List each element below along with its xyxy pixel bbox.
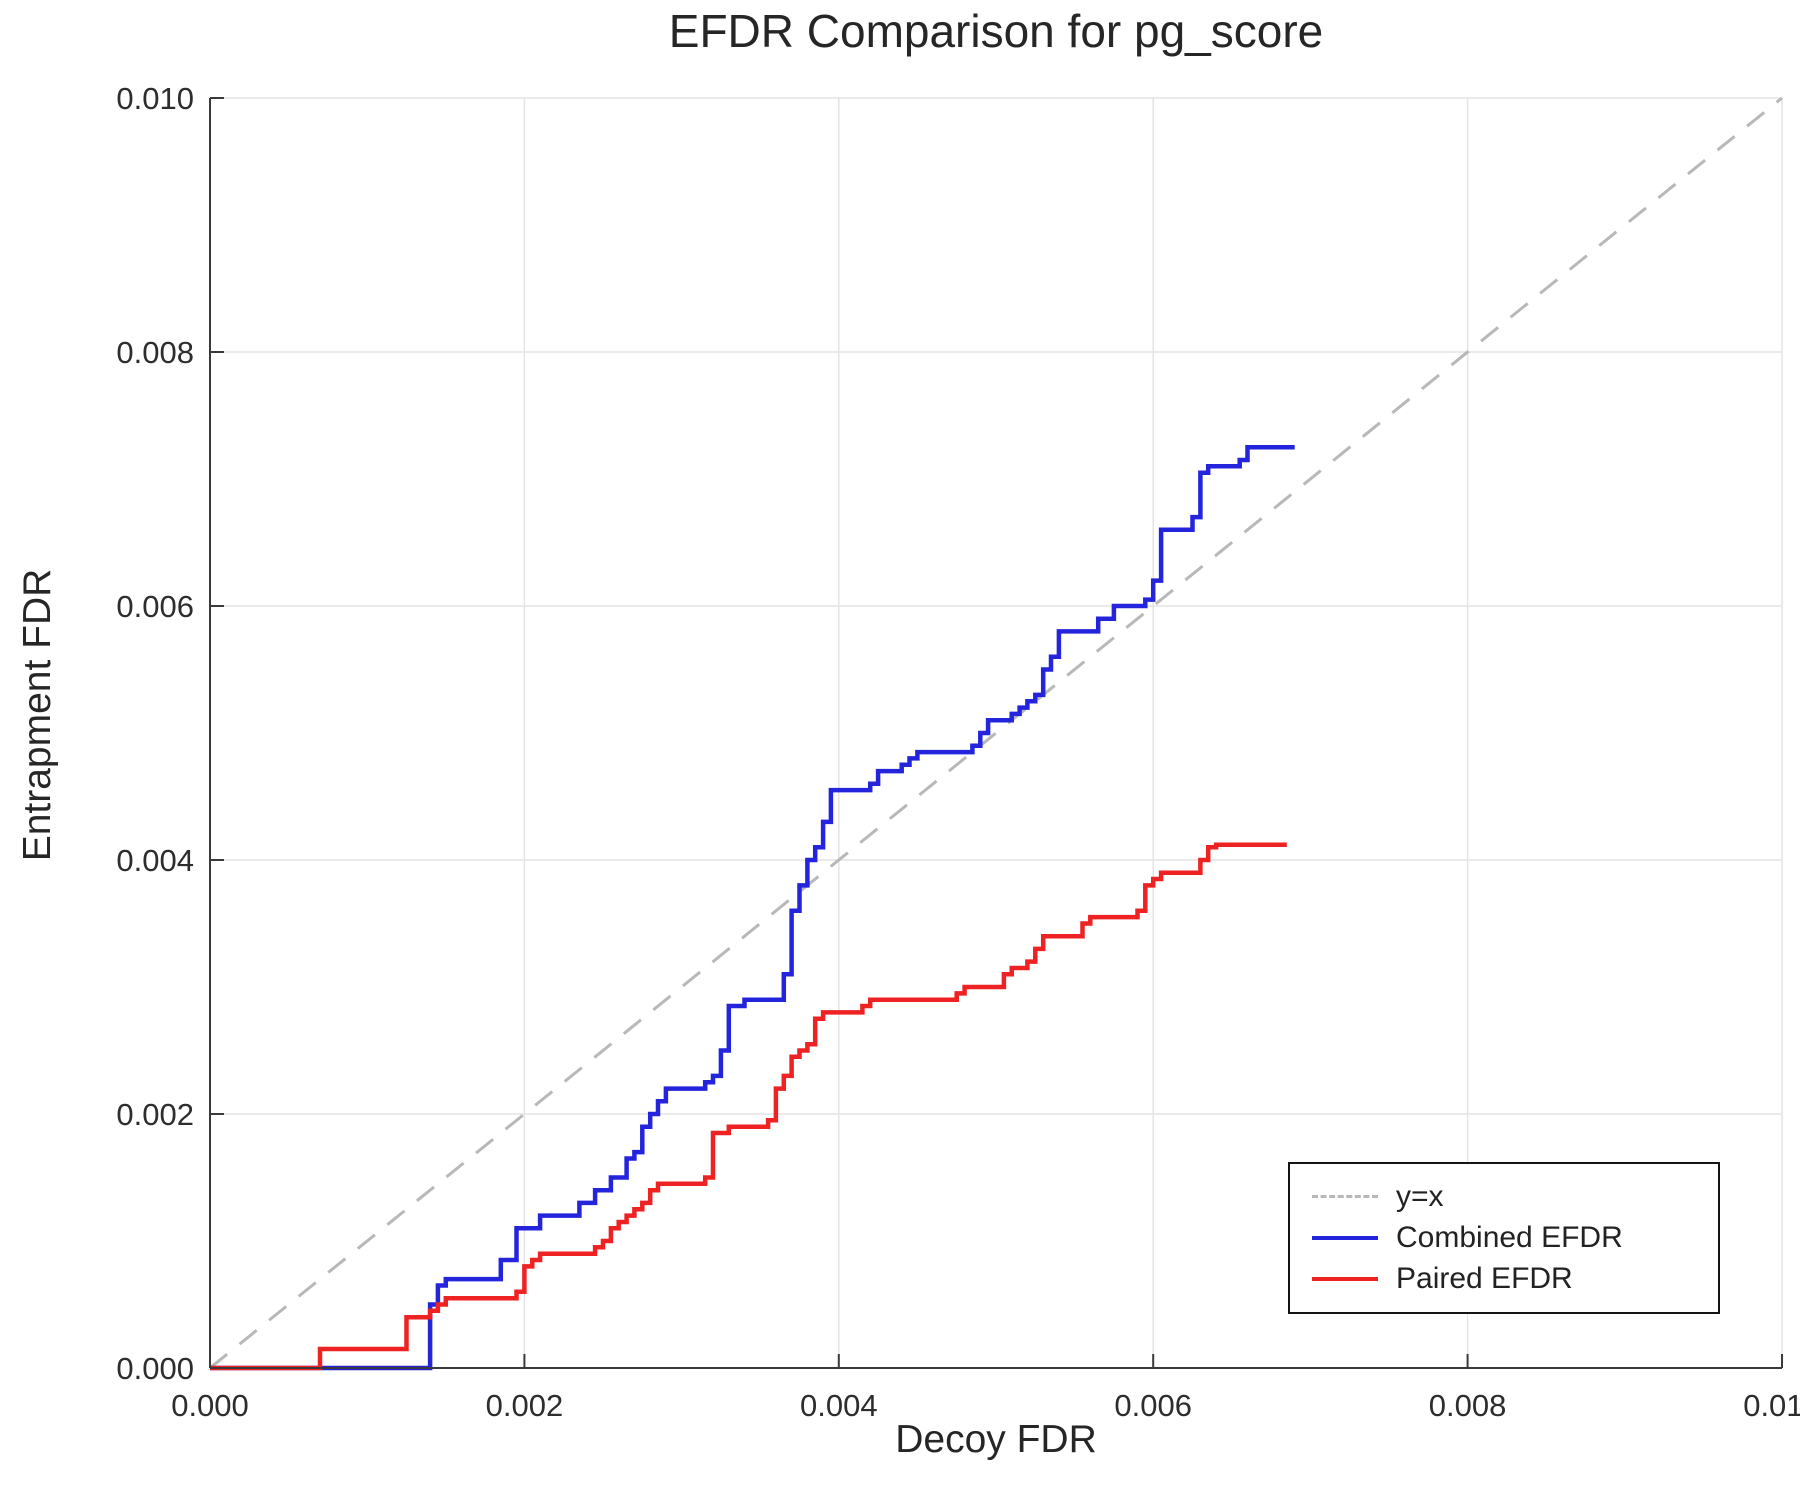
legend: y=x Combined EFDR Paired EFDR (1288, 1162, 1720, 1314)
y-tick-label: 0.004 (116, 843, 194, 878)
x-tick-label: 0.008 (1429, 1388, 1507, 1423)
legend-label-identity: y=x (1396, 1179, 1444, 1213)
legend-label-paired: Paired EFDR (1396, 1261, 1573, 1295)
legend-sample-paired (1312, 1276, 1378, 1281)
legend-label-combined: Combined EFDR (1396, 1220, 1623, 1254)
legend-item-paired-efdr: Paired EFDR (1312, 1258, 1718, 1299)
identity-line (209, 96, 1783, 1370)
y-axis-label: Entrapment FDR (16, 568, 59, 862)
legend-item-combined-efdr: Combined EFDR (1312, 1217, 1718, 1258)
x-tick-label: 0.004 (800, 1388, 878, 1423)
x-tick-label: 0.000 (171, 1388, 249, 1423)
y-tick-label: 0.006 (116, 589, 194, 624)
y-tick-label: 0.002 (116, 1097, 194, 1132)
x-axis-label: Decoy FDR (895, 1418, 1097, 1461)
legend-sample-identity (1312, 1195, 1378, 1198)
legend-item-identity: y=x (1312, 1176, 1718, 1217)
x-tick-label: 0.010 (1743, 1388, 1800, 1423)
series-line-paired-efdr (210, 842, 1287, 1371)
y-tick-label: 0.000 (116, 1351, 194, 1386)
x-tick-label: 0.002 (486, 1388, 564, 1423)
legend-sample-combined (1312, 1235, 1378, 1240)
y-tick-label: 0.008 (116, 335, 194, 370)
x-tick-label: 0.006 (1114, 1388, 1192, 1423)
series-line-combined-efdr (210, 445, 1295, 1371)
chart-title: EFDR Comparison for pg_score (668, 5, 1324, 57)
y-tick-label: 0.010 (116, 81, 194, 116)
